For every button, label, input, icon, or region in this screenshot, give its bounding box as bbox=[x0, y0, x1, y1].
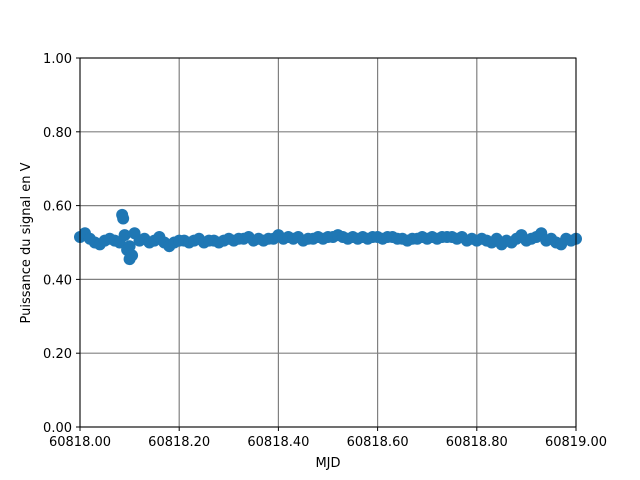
x-tick-label: 60819.00 bbox=[545, 435, 607, 450]
x-tick-label: 60818.80 bbox=[446, 435, 508, 450]
axes-frame bbox=[79, 57, 577, 428]
y-tick-label: 0.40 bbox=[43, 273, 72, 288]
point bbox=[117, 212, 130, 225]
y-tick-label: 0.80 bbox=[43, 126, 72, 141]
y-tick-label: 0.00 bbox=[43, 421, 72, 436]
y-axis-label: Puissance du signal en V bbox=[19, 162, 34, 323]
point bbox=[126, 249, 139, 262]
x-axis-label: MJD bbox=[315, 456, 340, 471]
x-tick-label: 60818.60 bbox=[347, 435, 409, 450]
y-tick-label: 0.20 bbox=[43, 347, 72, 362]
y-tick-label: 1.00 bbox=[43, 52, 72, 67]
x-tick-label: 60818.40 bbox=[247, 435, 309, 450]
y-tick-label: 0.60 bbox=[43, 200, 72, 215]
x-tick-label: 60818.00 bbox=[49, 435, 111, 450]
point bbox=[118, 229, 131, 242]
x-tick-label: 60818.20 bbox=[148, 435, 210, 450]
